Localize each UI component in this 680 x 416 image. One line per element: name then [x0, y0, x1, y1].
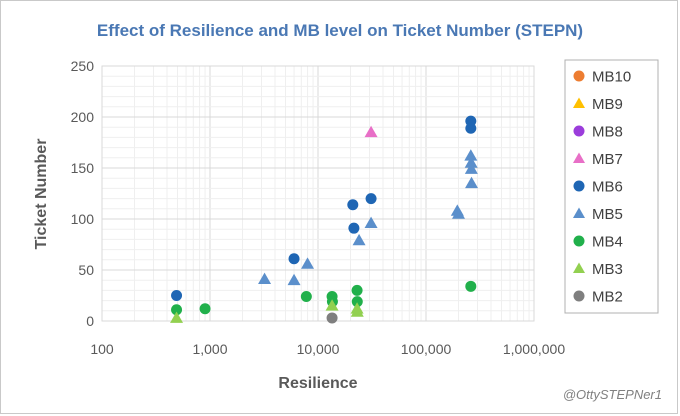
data-point-mb5	[464, 156, 478, 168]
data-point-mb6	[348, 222, 360, 234]
data-points	[170, 115, 479, 324]
data-point-mb5	[352, 233, 366, 246]
legend-marker-mb4	[573, 235, 585, 247]
x-tick-label: 100,000	[401, 341, 452, 357]
data-point-mb5	[452, 207, 466, 219]
data-point-mb5	[465, 176, 479, 189]
data-point-mb6	[465, 122, 477, 134]
y-tick-label: 250	[71, 58, 95, 74]
data-point-mb5	[287, 273, 301, 286]
y-tick-label: 50	[78, 262, 94, 278]
data-point-mb4	[171, 304, 183, 316]
data-point-mb7	[364, 125, 378, 138]
legend-label-mb6: MB6	[592, 179, 623, 196]
data-point-mb4	[465, 280, 477, 292]
legend-marker-mb2	[573, 290, 585, 302]
legend-marker-mb3	[573, 262, 585, 273]
legend-label-mb5: MB5	[592, 206, 623, 223]
data-point-mb5	[464, 162, 478, 174]
legend-marker-mb6	[573, 180, 585, 192]
watermark: @OttySTEPNer1	[563, 387, 662, 402]
plot-area	[101, 65, 535, 322]
x-axis-ticks: 100 1,000 10,000 100,000 1,000,000	[90, 341, 565, 357]
x-tick-label: 1,000	[192, 341, 227, 357]
data-point-mb6	[171, 290, 183, 301]
data-point-mb6	[365, 193, 377, 205]
chart-title: Effect of Resilience and MB level on Tic…	[97, 21, 583, 40]
data-point-mb5	[464, 149, 478, 161]
y-axis-ticks: 0 50 100 150 200 250	[71, 58, 95, 329]
data-point-mb4	[351, 284, 363, 296]
legend-marker-mb8	[573, 125, 585, 137]
data-point-mb3	[170, 311, 184, 323]
data-point-mb3	[350, 305, 364, 317]
legend-label-mb9: MB9	[592, 96, 623, 113]
data-point-mb2	[326, 312, 338, 324]
data-point-mb4	[300, 291, 312, 303]
legend-label-mb10: MB10	[592, 69, 631, 86]
legend-marker-mb5	[573, 207, 585, 218]
legend-label-mb8: MB8	[592, 124, 623, 141]
data-point-mb3	[325, 299, 339, 311]
y-tick-label: 150	[71, 160, 95, 176]
y-tick-label: 0	[86, 313, 94, 329]
y-tick-label: 200	[71, 109, 95, 125]
legend-label-mb2: MB2	[592, 289, 623, 306]
x-tick-label: 1,000,000	[503, 341, 565, 357]
legend-marker-mb9	[573, 97, 585, 108]
legend-label-mb3: MB3	[592, 261, 623, 278]
legend-marker-mb7	[573, 152, 585, 163]
x-tick-label: 10,000	[297, 341, 340, 357]
data-point-mb5	[364, 216, 378, 228]
data-point-mb6	[288, 253, 300, 265]
data-point-mb6	[347, 199, 359, 211]
y-tick-label: 100	[71, 211, 95, 227]
data-point-mb4	[351, 296, 363, 308]
legend-label-mb4: MB4	[592, 234, 623, 251]
x-axis-title: Resilience	[278, 375, 357, 392]
legend-marker-mb10	[573, 70, 585, 82]
data-point-mb4	[199, 303, 211, 315]
grid-lines	[101, 65, 535, 322]
x-tick-label: 100	[90, 341, 114, 357]
data-point-mb5	[258, 272, 272, 285]
legend-label-mb7: MB7	[592, 151, 623, 168]
data-point-mb5	[301, 257, 315, 269]
y-axis-title: Ticket Number	[33, 139, 50, 250]
legend: MB10 MB9 MB8 MB7 MB6 MB5 MB4 MB3 MB2	[564, 59, 659, 314]
